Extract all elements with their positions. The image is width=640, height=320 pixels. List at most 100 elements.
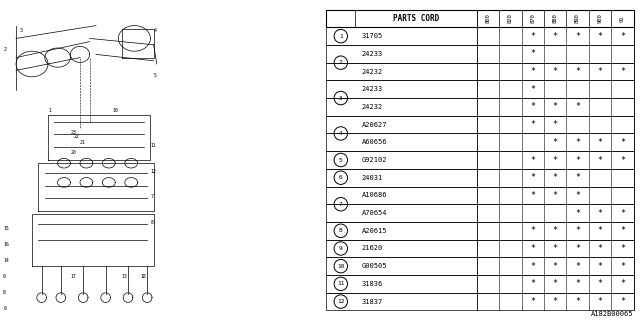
Text: 31837: 31837: [362, 299, 383, 305]
Bar: [326, 187, 634, 204]
Text: *: *: [620, 138, 625, 147]
Text: 91: 91: [620, 15, 625, 22]
Bar: [326, 204, 634, 222]
Text: *: *: [531, 32, 535, 41]
Text: *: *: [598, 262, 602, 271]
Text: 16: 16: [3, 243, 9, 247]
Text: 2: 2: [3, 47, 6, 52]
Text: 5: 5: [154, 73, 156, 78]
Text: 800: 800: [486, 13, 490, 23]
Text: *: *: [620, 279, 625, 288]
Text: *: *: [531, 244, 535, 253]
Text: *: *: [620, 297, 625, 306]
Text: 6: 6: [3, 307, 6, 311]
Bar: [326, 63, 634, 80]
Text: 890: 890: [575, 13, 580, 23]
Bar: [326, 98, 634, 116]
Text: 12: 12: [150, 169, 156, 174]
Text: *: *: [598, 138, 602, 147]
Text: 1: 1: [48, 108, 51, 113]
Text: *: *: [531, 49, 535, 58]
Text: A10686: A10686: [362, 192, 387, 198]
Text: 24233: 24233: [362, 86, 383, 92]
Text: 24031: 24031: [362, 175, 383, 181]
Text: *: *: [575, 67, 580, 76]
Text: *: *: [531, 279, 535, 288]
Text: A20615: A20615: [362, 228, 387, 234]
Text: *: *: [575, 209, 580, 218]
Text: *: *: [598, 32, 602, 41]
Text: *: *: [575, 297, 580, 306]
Text: *: *: [575, 173, 580, 182]
Text: *: *: [575, 102, 580, 111]
Text: A182B00065: A182B00065: [591, 311, 634, 317]
Text: *: *: [575, 32, 580, 41]
Text: PARTS CORD: PARTS CORD: [393, 14, 439, 23]
Text: *: *: [531, 191, 535, 200]
Text: 8: 8: [3, 291, 6, 295]
Text: 22: 22: [74, 134, 79, 139]
Text: 8: 8: [150, 220, 153, 225]
Text: 21: 21: [80, 140, 86, 145]
Text: 14: 14: [3, 259, 9, 263]
Text: *: *: [553, 244, 557, 253]
Bar: [326, 80, 634, 98]
Text: *: *: [553, 297, 557, 306]
Text: 5: 5: [339, 157, 342, 163]
Text: *: *: [598, 209, 602, 218]
Text: A70654: A70654: [362, 210, 387, 216]
Bar: [326, 222, 634, 240]
Text: 6: 6: [339, 175, 342, 180]
Text: *: *: [531, 120, 535, 129]
Text: *: *: [620, 244, 625, 253]
Text: 3: 3: [19, 28, 22, 33]
Text: 11: 11: [337, 281, 344, 286]
Text: *: *: [575, 156, 580, 164]
Text: *: *: [553, 120, 557, 129]
Bar: [326, 240, 634, 257]
Text: G00505: G00505: [362, 263, 387, 269]
Text: *: *: [553, 173, 557, 182]
Bar: [326, 10, 634, 27]
Bar: [326, 27, 634, 45]
Text: 12: 12: [337, 299, 344, 304]
Text: 1: 1: [339, 34, 342, 39]
Text: 21620: 21620: [362, 245, 383, 252]
Text: 9: 9: [339, 246, 342, 251]
Text: *: *: [553, 191, 557, 200]
Text: *: *: [531, 262, 535, 271]
Text: *: *: [575, 226, 580, 235]
Text: 23: 23: [70, 131, 76, 135]
Text: 4: 4: [339, 131, 342, 136]
Text: *: *: [553, 32, 557, 41]
Text: *: *: [598, 67, 602, 76]
Text: *: *: [598, 297, 602, 306]
Text: *: *: [598, 156, 602, 164]
Text: *: *: [598, 244, 602, 253]
Text: 20: 20: [70, 149, 76, 155]
Text: 2: 2: [339, 60, 342, 65]
Text: *: *: [620, 209, 625, 218]
Text: *: *: [531, 173, 535, 182]
Text: *: *: [531, 102, 535, 111]
Text: *: *: [620, 262, 625, 271]
Text: *: *: [531, 297, 535, 306]
Text: *: *: [620, 226, 625, 235]
Text: 10: 10: [112, 108, 118, 113]
Text: *: *: [598, 279, 602, 288]
Text: 24233: 24233: [362, 51, 383, 57]
Text: *: *: [553, 226, 557, 235]
Text: *: *: [620, 32, 625, 41]
Text: *: *: [553, 138, 557, 147]
Text: *: *: [575, 138, 580, 147]
Text: *: *: [575, 244, 580, 253]
Text: A60656: A60656: [362, 139, 387, 145]
Text: *: *: [620, 67, 625, 76]
Text: *: *: [553, 262, 557, 271]
Text: 7: 7: [339, 202, 342, 207]
Text: 9: 9: [3, 274, 6, 279]
Text: 17: 17: [70, 274, 76, 279]
Text: 24232: 24232: [362, 104, 383, 110]
Bar: [326, 293, 634, 310]
Text: *: *: [553, 102, 557, 111]
